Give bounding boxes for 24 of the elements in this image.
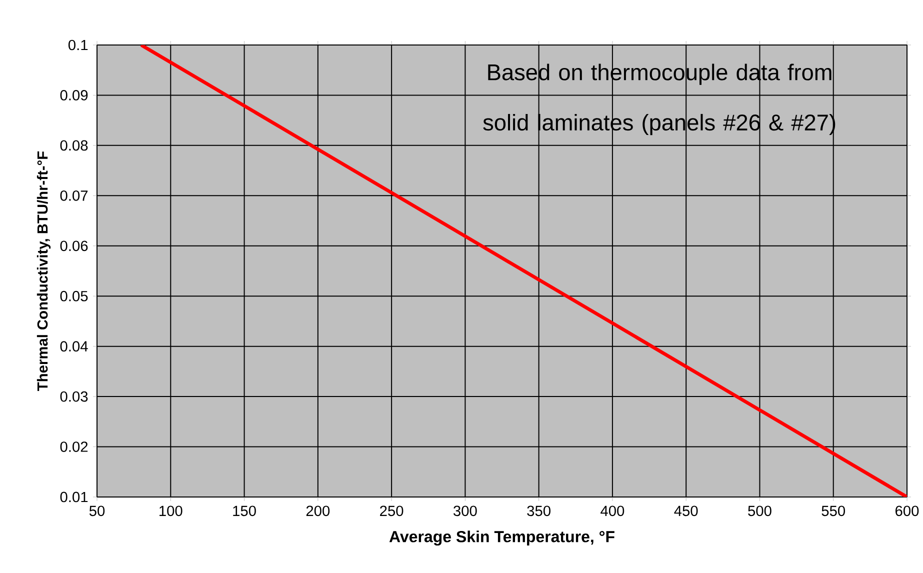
- y-tick-label: 0.06: [60, 240, 88, 252]
- y-tick-label: 0.01: [60, 492, 88, 502]
- y-tick-label: 0.03: [60, 391, 88, 402]
- x-tick-label: 300: [454, 506, 477, 516]
- y-tick-label: 0.05: [60, 290, 88, 302]
- x-tick-label: 50: [89, 506, 105, 516]
- x-tick-label: 250: [380, 506, 404, 516]
- x-tick-label: 200: [306, 506, 330, 516]
- x-tick-label: 450: [674, 506, 698, 516]
- y-tick-label: 0.04: [60, 341, 88, 352]
- x-tick-label: 350: [527, 506, 550, 516]
- y-tick-label: 0.02: [60, 442, 88, 452]
- y-axis-title: Thermal Conductivity, BTU/hr-ft-°F: [36, 151, 51, 391]
- y-tick-label: 0.09: [60, 90, 88, 100]
- x-axis-title: Average Skin Temperature, °F: [389, 530, 614, 546]
- x-tick-label: 150: [233, 506, 256, 516]
- y-tick-label: 0.08: [60, 140, 88, 151]
- x-tick-label: 600: [896, 506, 919, 516]
- y-tick-label: 0.1: [68, 40, 88, 50]
- x-tick-label: 500: [748, 506, 772, 516]
- y-tick-label: 0.07: [60, 190, 88, 201]
- x-tick-label: 100: [160, 506, 182, 516]
- x-tick-label: 400: [600, 506, 624, 516]
- x-tick-label: 550: [822, 506, 846, 516]
